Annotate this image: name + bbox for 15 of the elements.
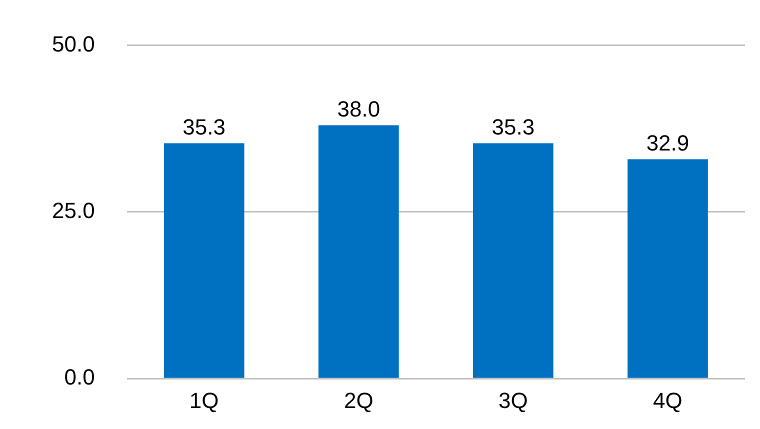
y-tick-label: 0.0 [64, 364, 95, 390]
data-label: 38.0 [337, 96, 380, 122]
y-tick-label: 25.0 [52, 198, 95, 223]
data-label: 35.3 [182, 114, 226, 140]
x-tick-label: 4Q [653, 388, 682, 413]
bar [473, 143, 554, 378]
bar [318, 125, 399, 378]
x-tick-label: 2Q [344, 388, 374, 413]
bar [628, 159, 708, 378]
data-label: 32.9 [646, 130, 690, 156]
x-tick-label: 3Q [498, 388, 528, 413]
data-label: 35.3 [492, 114, 535, 140]
y-tick-label: 50.0 [52, 31, 95, 56]
x-tick-label: 1Q [189, 388, 219, 413]
bar [164, 143, 244, 378]
